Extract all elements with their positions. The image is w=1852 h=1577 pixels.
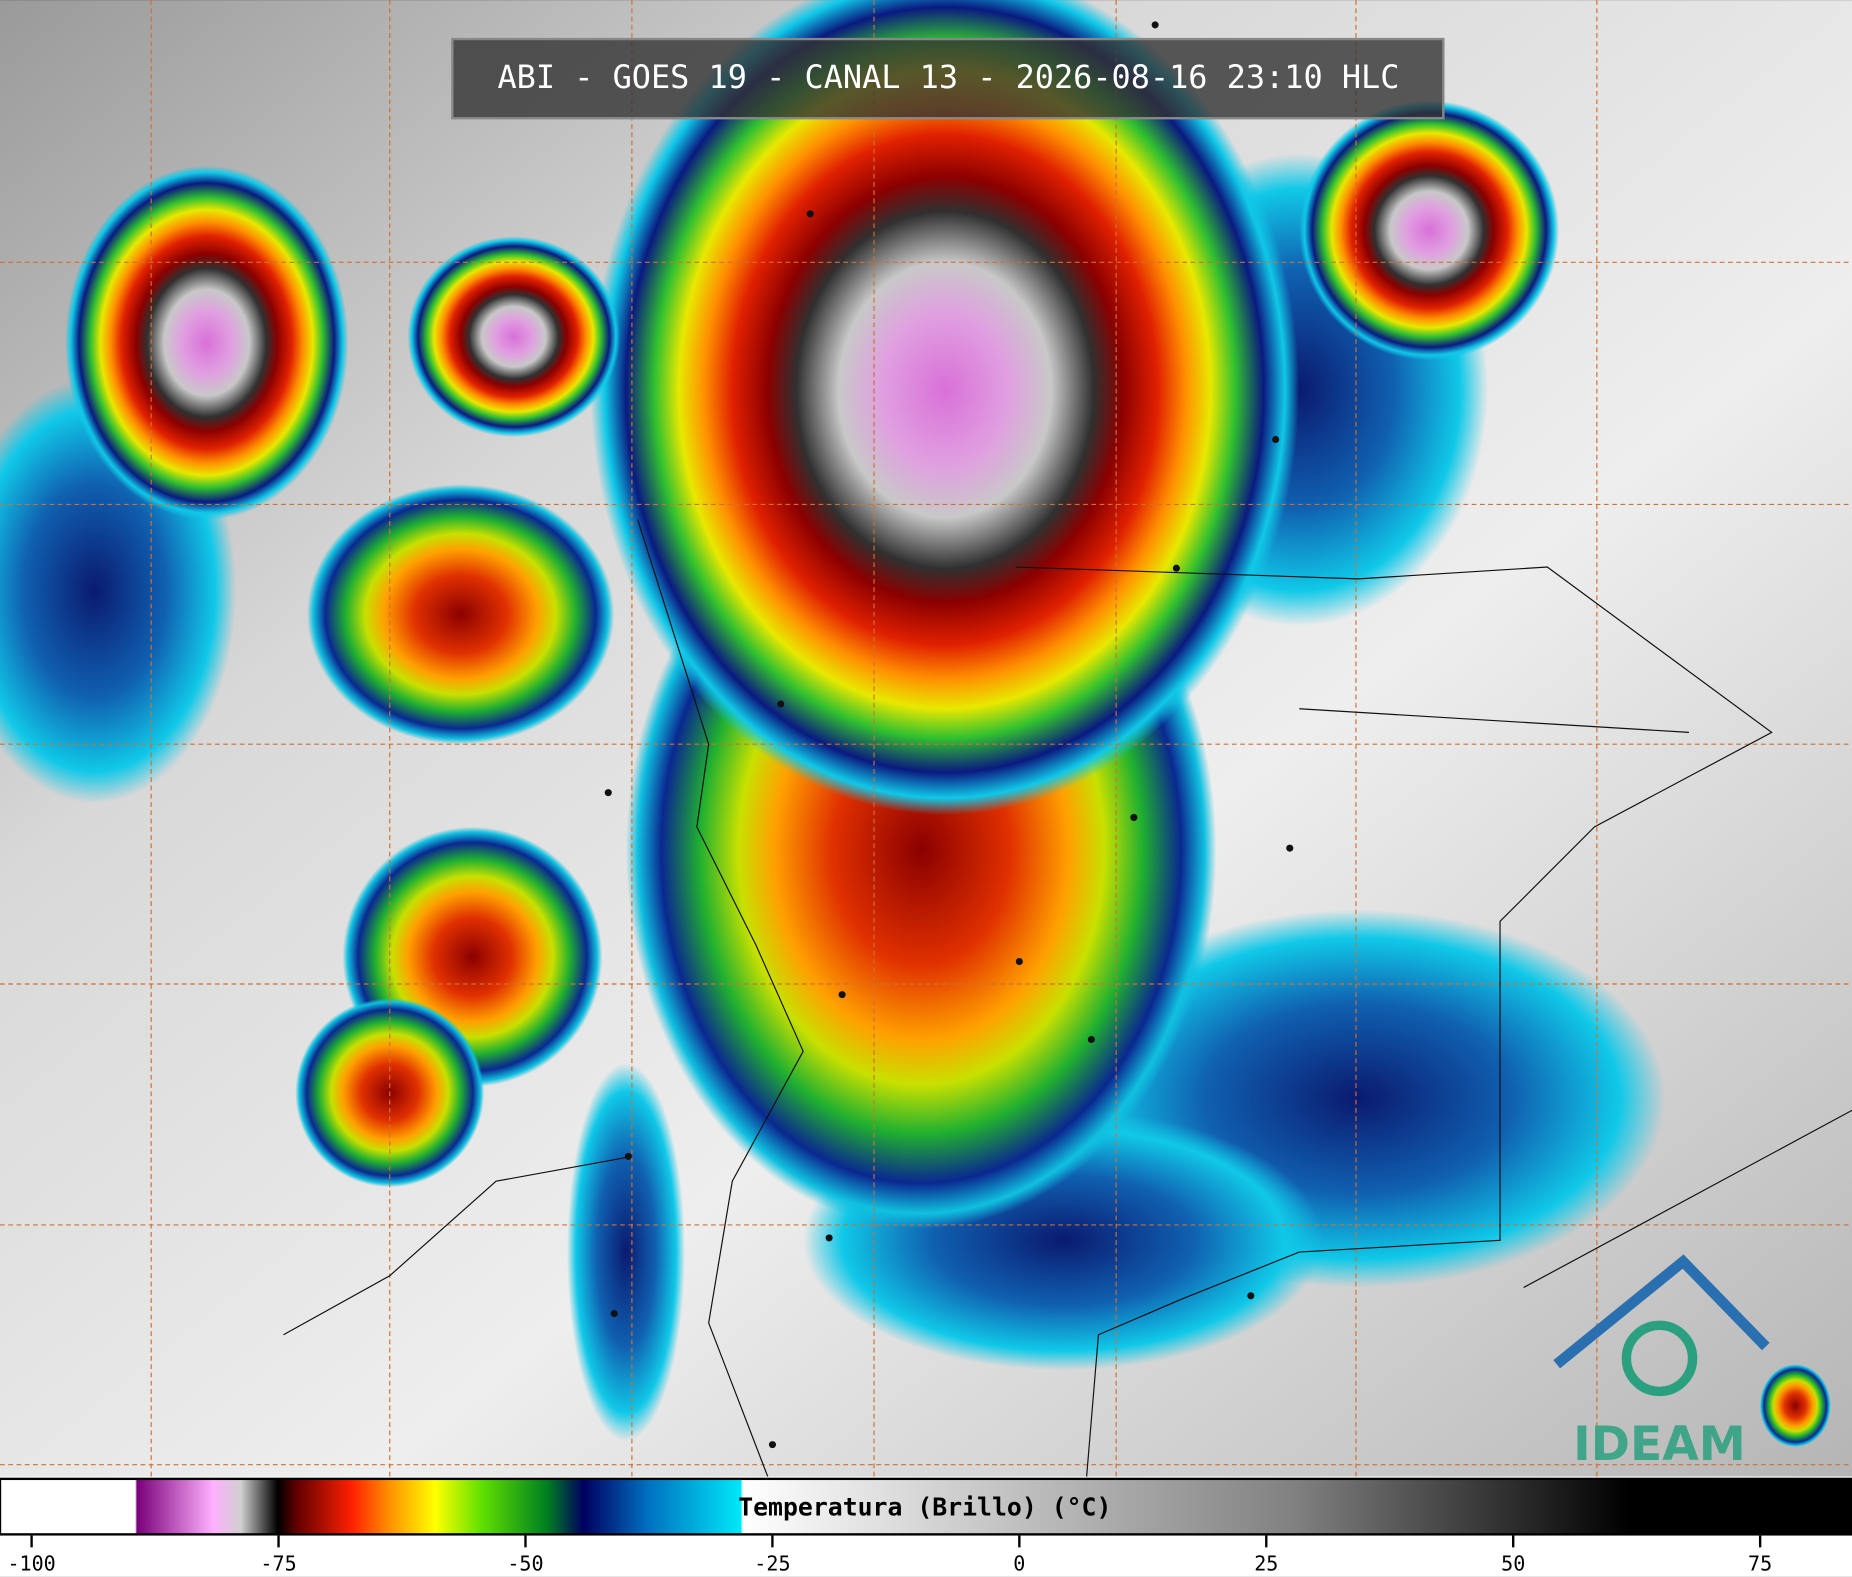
tick-label: -25 bbox=[754, 1552, 790, 1576]
tick-label: 50 bbox=[1501, 1552, 1525, 1576]
title: ABI - GOES 19 - CANAL 13 - 2026-08-16 23… bbox=[497, 58, 1399, 96]
tick-label: -50 bbox=[507, 1552, 543, 1576]
tick-label: -75 bbox=[260, 1552, 296, 1576]
title-box bbox=[451, 37, 1445, 120]
clouds bbox=[0, 0, 1831, 1447]
cities bbox=[604, 21, 1294, 1449]
tick-label: 75 bbox=[1748, 1552, 1772, 1576]
borders bbox=[283, 519, 1852, 1477]
logo-text: IDEAM bbox=[1573, 1417, 1746, 1472]
tick-label: 25 bbox=[1254, 1552, 1278, 1576]
graticule bbox=[0, 0, 1852, 1477]
logo: IDEAM bbox=[1553, 1254, 1770, 1472]
tick-label: -100 bbox=[7, 1552, 55, 1576]
tick-label: 0 bbox=[1013, 1552, 1025, 1576]
colorbar-label: Temperatura (Brillo) (°C) bbox=[738, 1492, 1111, 1521]
